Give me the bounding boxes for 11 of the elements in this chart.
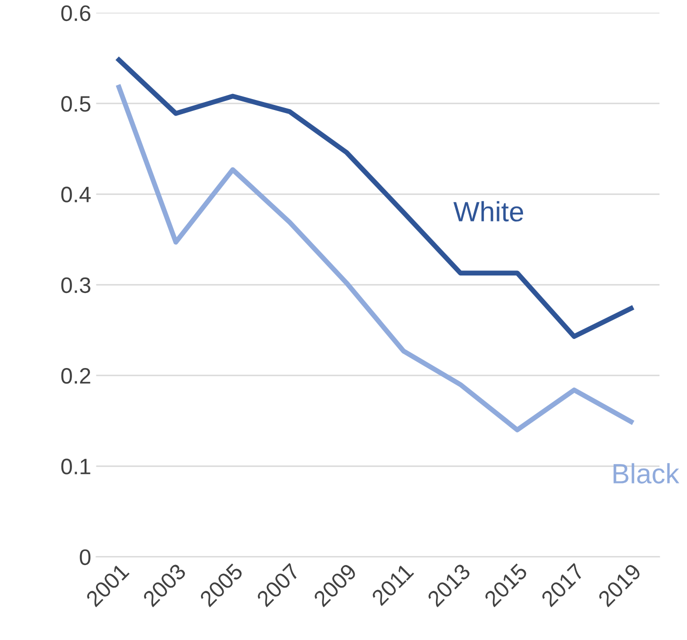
series-label: Black — [614, 463, 680, 484]
y-tick-label: 0.6 — [61, 5, 90, 22]
y-tick-label: 0.3 — [61, 277, 90, 294]
y-tick-label: 0 — [80, 549, 90, 566]
series-label: White — [453, 201, 524, 222]
line-series — [116, 84, 634, 432]
y-tick-label: 0.2 — [61, 368, 90, 384]
y-tick-label: 0.5 — [61, 96, 90, 112]
y-tick-label: 0.1 — [61, 458, 90, 474]
line-series — [116, 58, 634, 339]
y-tick-label: 0.4 — [61, 186, 91, 202]
